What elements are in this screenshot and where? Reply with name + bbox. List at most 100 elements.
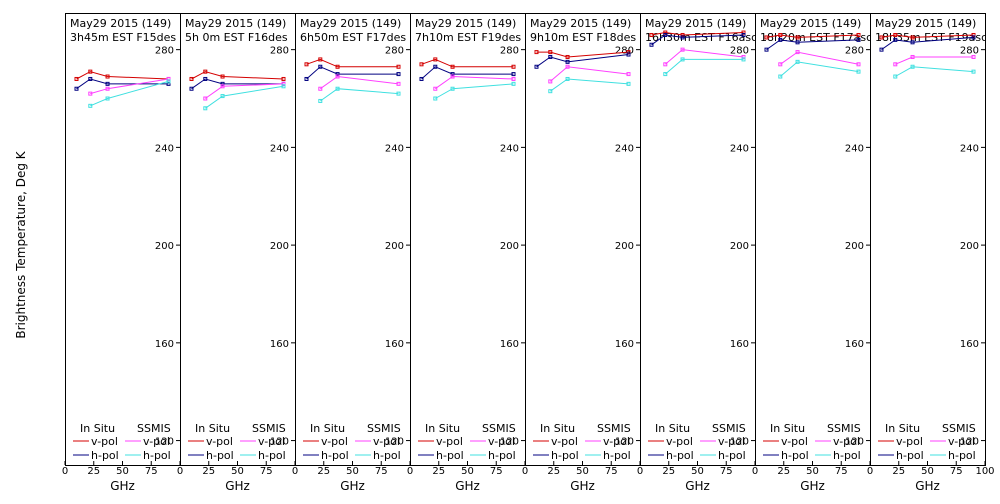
data-point bbox=[548, 54, 553, 59]
data-point bbox=[971, 32, 976, 37]
data-point bbox=[335, 74, 340, 79]
legend-insitu-h-label: h-pol bbox=[321, 449, 349, 462]
y-tick-label: 240 bbox=[155, 143, 174, 154]
y-tick-label: 160 bbox=[845, 339, 864, 350]
data-point bbox=[663, 62, 668, 67]
x-tick-label: 50 bbox=[576, 466, 589, 477]
series-line bbox=[881, 34, 974, 38]
legend-insitu-title: In Situ bbox=[310, 422, 345, 435]
data-point bbox=[105, 74, 110, 79]
x-tick-label: 50 bbox=[691, 466, 704, 477]
x-tick-label: 25 bbox=[892, 466, 905, 477]
x-tick-label: 0 bbox=[637, 466, 643, 477]
data-point bbox=[565, 76, 570, 81]
data-point bbox=[680, 32, 685, 37]
series-line bbox=[76, 71, 169, 80]
y-tick-label: 120 bbox=[615, 437, 634, 448]
data-point bbox=[778, 62, 783, 67]
x-tick-label: 0 bbox=[407, 466, 413, 477]
legend-ssmis-h-label: h-pol bbox=[373, 449, 401, 462]
panel-title: May29 2015 (149) bbox=[645, 17, 746, 30]
data-point bbox=[511, 81, 516, 86]
data-point bbox=[548, 79, 553, 84]
data-point bbox=[910, 40, 915, 45]
y-tick-label: 160 bbox=[155, 339, 174, 350]
legend-ssmis-v-label: v-pol bbox=[488, 435, 515, 448]
panel-title-group: May29 2015 (149)9h10m EST F18des bbox=[530, 17, 636, 44]
x-axis-label: GHz bbox=[225, 479, 250, 493]
panel-title-group: May29 2015 (149)18h35m EST F19asc bbox=[875, 17, 985, 44]
series-line bbox=[421, 58, 514, 68]
legend-ssmis-h-label: h-pol bbox=[143, 449, 171, 462]
x-tick-label: 0 bbox=[292, 466, 298, 477]
panel-title: May29 2015 (149) bbox=[300, 17, 401, 30]
y-tick-label: 160 bbox=[730, 339, 749, 350]
series-line bbox=[306, 58, 399, 68]
data-point bbox=[893, 74, 898, 79]
legend-insitu-v-label: v-pol bbox=[551, 435, 578, 448]
legend-insitu-v-label: v-pol bbox=[666, 435, 693, 448]
panel-title-group: May29 2015 (149)16h30m EST F16asc bbox=[645, 17, 755, 44]
data-point bbox=[318, 98, 323, 103]
data-point bbox=[971, 35, 976, 40]
x-axis-label: GHz bbox=[455, 479, 480, 493]
data-point bbox=[74, 76, 79, 81]
panel-title: May29 2015 (149) bbox=[185, 17, 286, 30]
y-tick-label: 120 bbox=[270, 437, 289, 448]
data-point bbox=[910, 64, 915, 69]
data-point bbox=[548, 89, 553, 94]
panel-3: May29 2015 (149)6h50m EST F17des 120 160 20… bbox=[292, 13, 411, 493]
panel-frame bbox=[525, 13, 641, 466]
panel-1: May29 2015 (149)3h45m EST F15des 120 160 20… bbox=[62, 13, 181, 493]
series-line bbox=[536, 51, 629, 58]
data-point bbox=[649, 32, 654, 37]
x-tick-label: 50 bbox=[461, 466, 474, 477]
legend-ssmis-h-label: h-pol bbox=[603, 449, 631, 462]
series-line bbox=[320, 88, 399, 102]
legend-ssmis-title: SSMIS bbox=[597, 422, 631, 435]
x-tick-label: 25 bbox=[547, 466, 560, 477]
x-tick-label: 25 bbox=[662, 466, 675, 477]
data-point bbox=[795, 59, 800, 64]
series-line bbox=[549, 66, 629, 82]
legend-insitu-h-label: h-pol bbox=[206, 449, 234, 462]
y-tick-label: 120 bbox=[960, 437, 979, 448]
y-tick-label: 200 bbox=[500, 241, 519, 252]
data-point bbox=[764, 35, 769, 40]
data-point bbox=[663, 30, 668, 35]
panel-subtitle: 7h10m EST F19des bbox=[415, 31, 521, 44]
x-axis-label: GHz bbox=[915, 479, 940, 493]
x-tick-label: 0 bbox=[62, 466, 68, 477]
data-point bbox=[741, 54, 746, 59]
panel-5: May29 2015 (149)9h10m EST F18des 120 160 20… bbox=[522, 13, 641, 493]
data-point bbox=[893, 32, 898, 37]
x-tick-label: 75 bbox=[605, 466, 618, 477]
data-point bbox=[318, 57, 323, 62]
series-line bbox=[881, 36, 974, 51]
series-line bbox=[550, 78, 629, 92]
y-tick-label: 280 bbox=[615, 46, 634, 57]
y-tick-label: 120 bbox=[845, 437, 864, 448]
panel-2: May29 2015 (149)5h 0m EST F16des 120 160 20… bbox=[177, 13, 296, 493]
data-point bbox=[971, 69, 976, 74]
data-point bbox=[203, 76, 208, 81]
x-tick-label: 50 bbox=[346, 466, 359, 477]
data-point bbox=[88, 103, 93, 108]
y-tick-label: 240 bbox=[500, 143, 519, 154]
y-tick-label: 200 bbox=[385, 241, 404, 252]
legend-ssmis-v-label: v-pol bbox=[603, 435, 630, 448]
data-point bbox=[893, 37, 898, 42]
series-line bbox=[536, 54, 629, 68]
legend-insitu-h-label: h-pol bbox=[91, 449, 119, 462]
legend-insitu-h-label: h-pol bbox=[436, 449, 464, 462]
data-point bbox=[856, 32, 861, 37]
data-point bbox=[220, 84, 225, 89]
legend-ssmis-title: SSMIS bbox=[252, 422, 286, 435]
data-point bbox=[511, 64, 516, 69]
y-tick-label: 280 bbox=[960, 46, 979, 57]
